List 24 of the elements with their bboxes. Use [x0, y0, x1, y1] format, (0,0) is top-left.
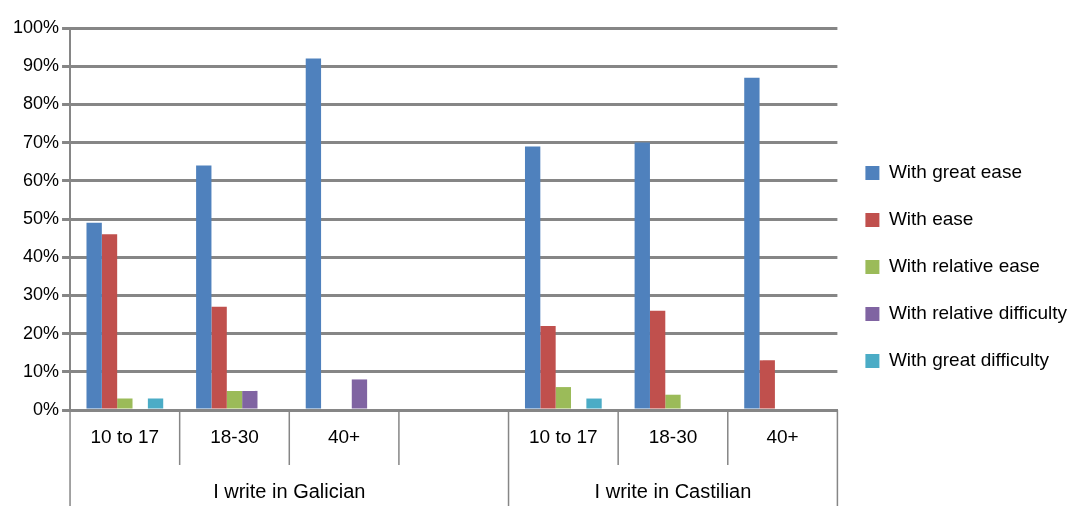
y-tick-label: 0% [33, 398, 60, 419]
y-tick-label: 50% [23, 207, 60, 228]
legend-label: With relative difficulty [888, 302, 1068, 324]
x-tick-label: 40+ [327, 425, 361, 447]
y-tick-label: 100% [12, 16, 60, 37]
legend-label: With ease [888, 208, 974, 230]
y-tick-label: 80% [23, 93, 60, 114]
x-tick-label: 18-30 [648, 425, 698, 447]
legend-label: With great ease [888, 161, 1022, 183]
y-tick-label: 10% [23, 360, 60, 381]
y-tick-label: 30% [23, 284, 60, 305]
legend-label: With great difficulty [888, 349, 1050, 371]
text: I write in Galician [213, 479, 366, 502]
y-tick-label: 90% [23, 55, 60, 76]
y-tick-label: 40% [23, 246, 60, 267]
text: I write in Castilian [594, 479, 752, 502]
legend-label: With relative ease [888, 255, 1040, 277]
y-tick-label: 70% [23, 131, 60, 152]
x-tick-label: 18-30 [210, 425, 259, 447]
y-tick-label: 60% [23, 169, 60, 190]
y-tick-label: 20% [23, 322, 60, 343]
x-tick-label: 40+ [766, 425, 799, 447]
x-tick-label: 10 to 17 [529, 425, 598, 447]
x-tick-label: 10 to 17 [90, 425, 160, 447]
